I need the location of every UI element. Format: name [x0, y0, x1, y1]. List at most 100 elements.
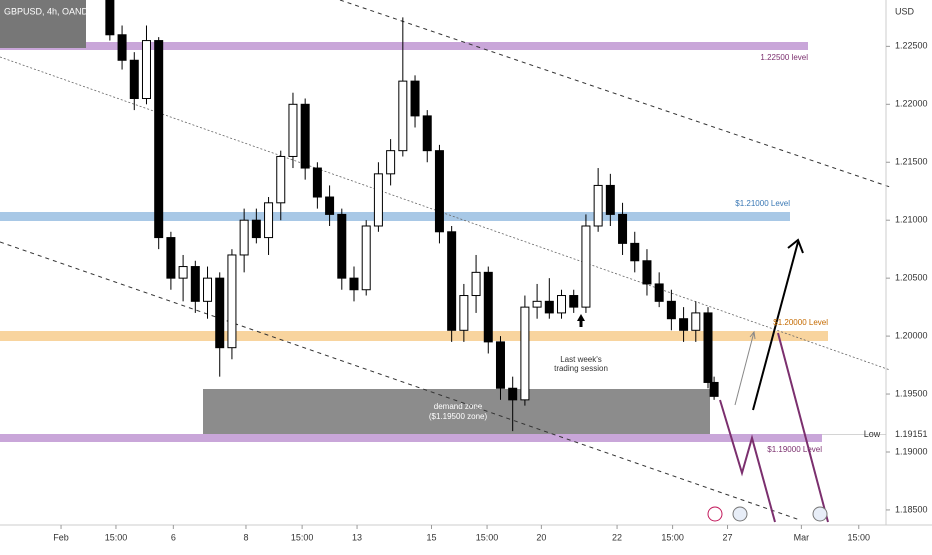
x-tick-label: 15:00: [476, 532, 499, 542]
annotation: demand zone: [434, 402, 483, 411]
x-tick-label: 27: [723, 532, 733, 542]
y-tick-label: 1.21500: [895, 157, 928, 167]
candle-body: [459, 295, 469, 331]
candle-body: [141, 40, 151, 100]
candle-body: [373, 173, 383, 227]
candle-body: [654, 283, 664, 302]
candle-body: [618, 213, 628, 244]
x-tick-label: 15:00: [661, 532, 684, 542]
y-tick-label: 1.22000: [895, 99, 928, 109]
annotation: $1.21000 Level: [735, 199, 790, 208]
candle-body: [691, 312, 701, 331]
candle-body: [709, 381, 719, 397]
y-tick-label: 1.22500: [895, 41, 928, 51]
x-tick-label: 8: [243, 532, 248, 542]
candle-body: [361, 225, 371, 291]
y-tick-label: 1.18500: [895, 504, 928, 514]
x-tick-label: 20: [536, 532, 546, 542]
candle-body: [410, 80, 420, 117]
candle-body: [178, 266, 188, 279]
axes: 1.18500 1.19000 1.19500 1.20000 1.20500 1.210…: [53, 41, 927, 543]
symbol: GBPUSD, 4h, OANDA: [4, 6, 94, 16]
y-tick-label: 1.20000: [895, 330, 928, 340]
x-tick-label: 15: [427, 532, 437, 542]
candle-body: [190, 266, 200, 302]
symbol-box: [0, 0, 86, 48]
annotation: 1.22500 level: [760, 53, 808, 62]
x-tick-label: 6: [171, 532, 176, 542]
candle-body: [166, 237, 176, 279]
demand-zone: [203, 389, 710, 434]
x-tick-label: 13: [352, 532, 362, 542]
candle-body: [434, 150, 444, 233]
candle-body: [544, 300, 554, 314]
zone-120: [0, 331, 828, 341]
session-arrow: [577, 314, 585, 327]
candle-body: [312, 167, 322, 198]
annotation: ($1.19500 zone): [429, 412, 488, 421]
x-tick-label: Mar: [794, 532, 810, 542]
x-tick-label: Feb: [53, 532, 69, 542]
candle-body: [227, 254, 237, 349]
candle-body: [471, 271, 481, 297]
candle-body: [129, 59, 139, 100]
projection-path: [777, 332, 829, 523]
candle-body: [508, 387, 518, 401]
candle-body: [105, 0, 115, 36]
candle-body: [251, 219, 261, 239]
zone-119: [0, 434, 822, 442]
candle-body: [447, 231, 457, 331]
candle-body: [386, 150, 396, 175]
zone-1225: [0, 42, 808, 50]
candle-body: [154, 40, 164, 239]
candle-body: [117, 34, 127, 61]
candle-body: [605, 184, 615, 215]
candle-body: [520, 306, 530, 401]
y-tick-label: 1.21000: [895, 215, 928, 225]
candle-body: [593, 184, 603, 227]
annotation: trading session: [554, 364, 608, 373]
zone-121: [0, 212, 790, 221]
y-tick-label: 1.19500: [895, 388, 928, 398]
currency: USD: [895, 6, 915, 16]
event-icon[interactable]: [732, 506, 748, 522]
candle-body: [239, 219, 249, 256]
candle-body: [398, 80, 408, 152]
candle-body: [337, 213, 347, 279]
annotation: $1.19000 Level: [767, 445, 822, 454]
drawings: 1.22500 level $1.21000 Level $1.20000 Le…: [429, 53, 829, 523]
event-icon[interactable]: [812, 506, 828, 522]
annotation: $1.20000 Level: [773, 318, 828, 327]
x-tick-label: 15:00: [291, 532, 314, 542]
candle-body: [703, 312, 713, 383]
candle-body: [483, 271, 493, 343]
candle-body: [349, 277, 359, 291]
candle-body: [495, 341, 505, 389]
arrow: [752, 241, 799, 411]
trend-line: [0, 241, 801, 521]
candle-body: [325, 196, 335, 215]
arrow-head: [787, 238, 804, 254]
trend-line: [0, 56, 891, 371]
candle-body: [300, 103, 310, 169]
candle-body: [581, 225, 591, 308]
y-tick-label: 1.19000: [895, 446, 928, 456]
candle-body: [666, 300, 676, 320]
zones: [0, 0, 891, 521]
candle-body: [679, 318, 689, 331]
candle-body: [569, 295, 579, 308]
candle-body: [264, 202, 274, 239]
candle-body: [215, 277, 225, 349]
trend-line: [339, 0, 891, 188]
candle-body: [557, 295, 567, 314]
arrow: [734, 331, 755, 406]
x-tick-label: 15:00: [105, 532, 128, 542]
low-label: Low: [864, 429, 881, 439]
event-icon[interactable]: [707, 506, 723, 522]
x-tick-label: 22: [612, 532, 622, 542]
candle-body: [422, 115, 432, 152]
candles: [105, 0, 719, 432]
candle-body: [642, 260, 652, 285]
